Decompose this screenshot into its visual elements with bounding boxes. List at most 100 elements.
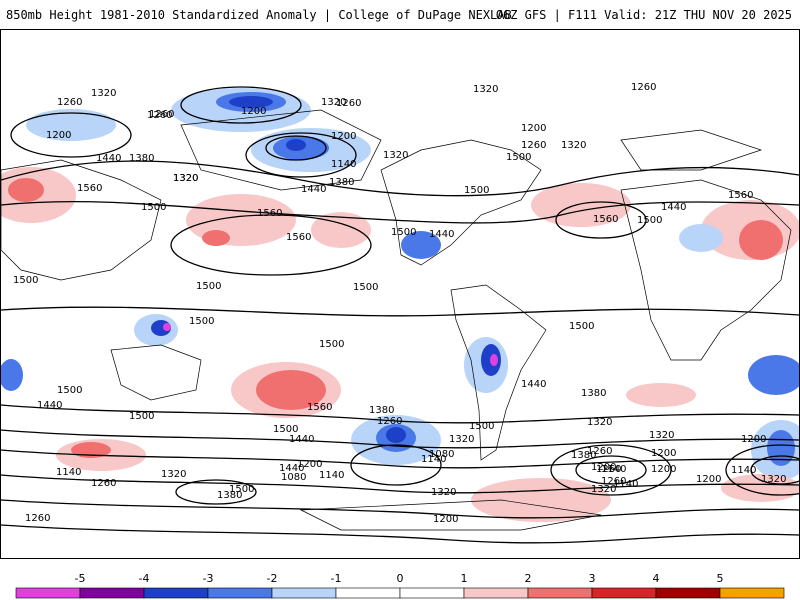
colorbar-segment [271,587,337,599]
contour-label: 1260 [521,140,546,151]
colorbar-segment [399,587,465,599]
contour-label: 1320 [591,484,616,495]
contour-line [750,455,799,485]
map-svg: 1320 1260 1200 1260 1200 1320 1260 1200 … [1,82,799,544]
greenland-outline [620,129,763,171]
contour-label: 1320 [173,173,198,184]
contour-line [10,112,132,158]
colorbar-segment [15,587,81,599]
model-run-info: 06Z GFS | F111 Valid: 21Z THU NOV 20 202… [495,8,792,22]
colorbar-tick-labels: -5 -4 -3 -2 -1 0 1 2 3 4 5 [75,572,724,585]
contour-label: 1260 [25,513,50,524]
colorbar-tick: 5 [717,572,724,585]
contour-label: 1320 [473,84,498,95]
contour-line [180,86,302,124]
anomaly-neg2-area [401,231,441,259]
contour-label: 1500 [57,385,82,396]
contour-line [725,444,799,496]
contour-label: 1200 [241,106,266,117]
contour-label: 1500 [637,215,662,226]
contour-line [170,214,372,276]
anomaly-neg1-area [26,109,116,141]
contour-label: 1320 [161,469,186,480]
anomaly-pos2-area [202,230,230,246]
colorbar-segment [527,587,593,599]
contour-label: 1200 [591,462,616,473]
contour-label: 1260 [149,109,174,120]
anomaly-pos2-area [256,370,326,410]
contour-line [1,160,799,197]
contour-line [175,479,257,505]
contour-label: 1440 [96,153,121,164]
contour-label: 1260 [631,82,656,93]
colorbar-segment [463,587,529,599]
anomaly-neg3-area [229,96,273,108]
contour-label: 1320 [383,150,408,161]
contour-label: 1500 [13,275,38,286]
contour-label: 1080 [429,449,454,460]
contour-label: 1320 [761,474,786,485]
asia-outline [1,159,162,281]
contour-label: 1380 [571,450,596,461]
contour-line [245,132,357,178]
contour-line [1,474,799,494]
anomaly-pos1-area [721,474,799,502]
contour-label: 1500 [569,321,594,332]
contour-label: 1140 [613,479,638,490]
anomaly-pos1-area [311,212,371,248]
contour-label: 1260 [377,416,402,427]
contour-label: 1440 [661,202,686,213]
contour-label: 1080 [281,472,306,483]
colorbar-segment [655,587,721,599]
contour-label: 1440 [279,463,304,474]
anomaly-map: 1320 1260 1200 1260 1200 1320 1260 1200 … [0,29,800,559]
contour-line [1,201,799,224]
anomaly-neg5-area [490,354,498,366]
contour-label: 1200 [433,514,458,525]
colorbar-segment [591,587,657,599]
contour-line [350,444,442,486]
height-contours [1,86,799,544]
anomaly-neg2-area [748,355,799,395]
map-title: 850mb Height 1981-2010 Standardized Anom… [6,8,512,22]
contour-line [550,444,672,496]
contour-label: 1140 [601,464,626,475]
anomaly-shading [1,88,799,522]
contour-label: 1500 [196,281,221,292]
contour-label: 1380 [329,177,354,188]
anomaly-neg2-area [1,359,23,391]
contour-label: 1500 [391,227,416,238]
contour-label: 1320 [91,88,116,99]
anomaly-neg3-area [286,139,306,151]
contour-label: 1260 [596,464,621,475]
contour-label: 1200 [696,474,721,485]
colorbar-segment [207,587,273,599]
contour-label: 1560 [307,402,332,413]
contour-line [1,499,799,519]
contour-label: 1560 [257,208,282,219]
australia-outline [110,344,202,401]
contour-label: 1440 [289,434,314,445]
contour-label: 1440 [429,229,454,240]
contour-label: 1380 [581,388,606,399]
contour-label: 1320 [431,487,456,498]
contour-label: 1500 [229,484,254,495]
contour-label: 1380 [217,490,242,501]
colorbar-tick: 1 [461,572,468,585]
contour-label: 1560 [286,232,311,243]
colorbar-tick: 0 [397,572,404,585]
colorbar-tick: -4 [139,572,150,585]
contour-line [1,306,799,317]
colorbar-segment [719,587,785,599]
contour-label: 1200 [331,131,356,142]
anomaly-pos1-area [626,383,696,407]
anomaly-pos1-area [471,478,611,522]
contour-label: 1500 [129,411,154,422]
contour-label: 1260 [57,97,82,108]
contour-label: 1140 [731,465,756,476]
anomaly-neg2-area [767,430,795,466]
colorbar-tick: 4 [653,572,660,585]
colorbar-tick: -5 [75,572,86,585]
contour-label: 1500 [469,421,494,432]
colorbar-tick: -1 [331,572,342,585]
